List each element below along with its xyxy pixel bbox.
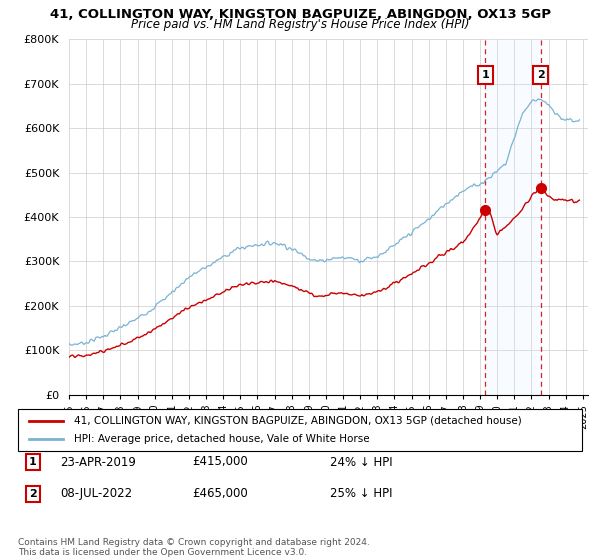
Text: 1: 1: [29, 457, 37, 467]
Text: HPI: Average price, detached house, Vale of White Horse: HPI: Average price, detached house, Vale…: [74, 434, 370, 444]
Text: 41, COLLINGTON WAY, KINGSTON BAGPUIZE, ABINGDON, OX13 5GP (detached house): 41, COLLINGTON WAY, KINGSTON BAGPUIZE, A…: [74, 416, 522, 426]
FancyBboxPatch shape: [18, 409, 582, 451]
Text: £465,000: £465,000: [192, 487, 248, 501]
Text: 1: 1: [482, 70, 489, 80]
Text: 08-JUL-2022: 08-JUL-2022: [60, 487, 132, 501]
Text: Contains HM Land Registry data © Crown copyright and database right 2024.
This d: Contains HM Land Registry data © Crown c…: [18, 538, 370, 557]
Text: 24% ↓ HPI: 24% ↓ HPI: [330, 455, 392, 469]
Text: 23-APR-2019: 23-APR-2019: [60, 455, 136, 469]
Text: 25% ↓ HPI: 25% ↓ HPI: [330, 487, 392, 501]
Text: 2: 2: [536, 70, 544, 80]
Text: £415,000: £415,000: [192, 455, 248, 469]
Text: Price paid vs. HM Land Registry's House Price Index (HPI): Price paid vs. HM Land Registry's House …: [131, 18, 469, 31]
Text: 2: 2: [29, 489, 37, 499]
Bar: [485, 39, 541, 395]
Text: 41, COLLINGTON WAY, KINGSTON BAGPUIZE, ABINGDON, OX13 5GP: 41, COLLINGTON WAY, KINGSTON BAGPUIZE, A…: [49, 8, 551, 21]
